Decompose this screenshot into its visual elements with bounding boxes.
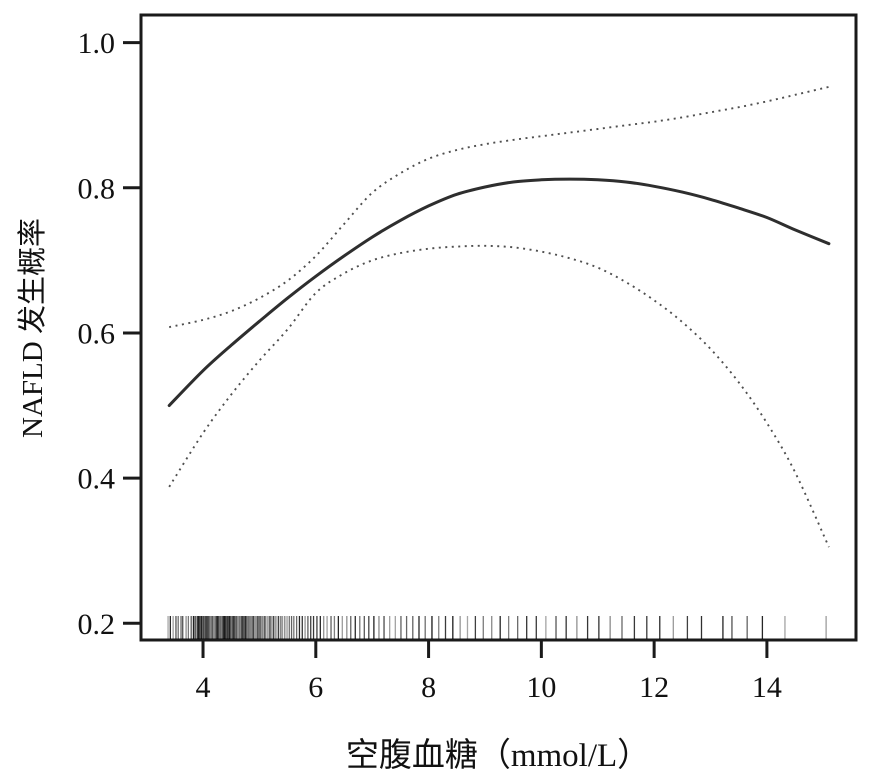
y-tick-label: 0.6 — [78, 317, 116, 350]
x-tick-label: 12 — [639, 671, 669, 704]
x-tick-label: 8 — [421, 671, 436, 704]
plot-frame — [139, 13, 858, 642]
y-tick-label: 0.4 — [78, 463, 116, 496]
plot-area: 4 6 8 10 12 14 0.2 0.4 0.6 0.8 1.0 — [78, 27, 831, 704]
x-axis-title: 空腹血糖（mmol/L） — [346, 737, 650, 774]
x-tick-label: 4 — [196, 671, 211, 704]
y-tick-label: 1.0 — [78, 27, 116, 60]
lower-ci-curve — [168, 244, 830, 548]
y-tick-label: 0.2 — [78, 608, 116, 641]
y-tick-label: 0.8 — [78, 172, 116, 205]
y-axis-title: NAFLD 发生概率 — [16, 218, 49, 438]
mean-curve — [167, 177, 831, 408]
x-tick-label: 10 — [526, 671, 556, 704]
x-tick-label: 6 — [308, 671, 323, 704]
upper-ci-curve — [168, 85, 830, 329]
x-tick-label: 14 — [752, 671, 782, 704]
